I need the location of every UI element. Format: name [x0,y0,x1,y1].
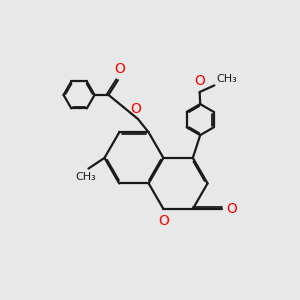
Text: O: O [130,102,141,116]
Text: O: O [158,214,169,228]
Text: O: O [226,202,237,216]
Text: CH₃: CH₃ [75,172,96,182]
Text: CH₃: CH₃ [217,74,237,84]
Text: O: O [114,62,125,76]
Text: O: O [194,74,205,88]
